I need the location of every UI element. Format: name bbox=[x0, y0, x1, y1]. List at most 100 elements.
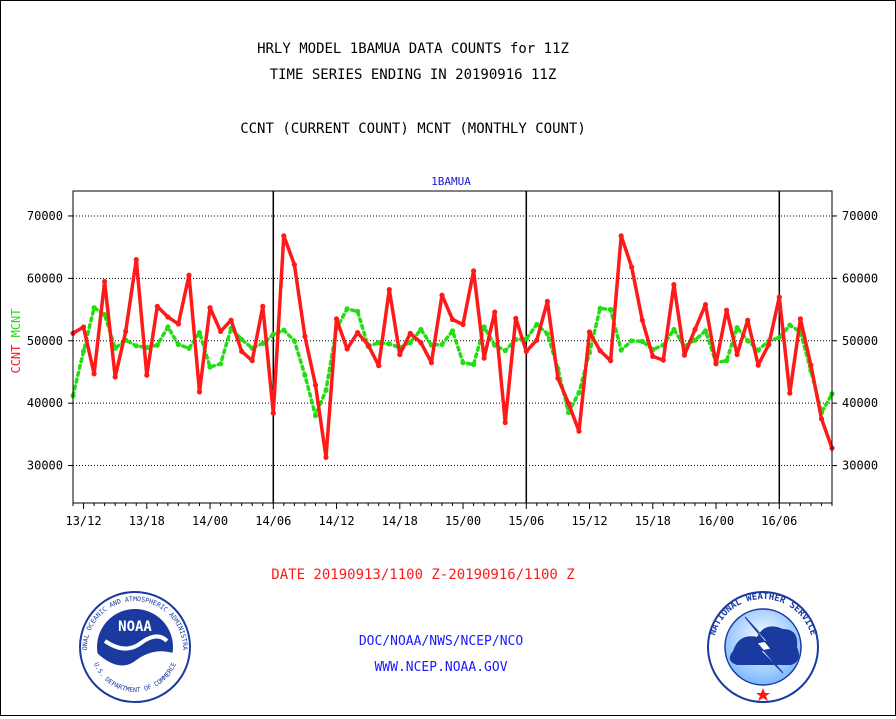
data-point-ccnt bbox=[692, 326, 698, 333]
data-point-ccnt bbox=[808, 362, 814, 368]
data-point-mcnt bbox=[102, 312, 108, 318]
data-point-ccnt bbox=[818, 416, 825, 422]
data-point-mcnt bbox=[239, 336, 245, 343]
data-point-ccnt bbox=[344, 346, 350, 352]
data-point-ccnt bbox=[397, 351, 403, 358]
data-point-mcnt bbox=[186, 345, 192, 351]
data-point-ccnt bbox=[196, 389, 203, 395]
data-point-mcnt bbox=[270, 331, 276, 338]
data-point-ccnt bbox=[671, 282, 677, 288]
x-tick-label: 16/06 bbox=[761, 514, 797, 528]
x-tick-label: 13/18 bbox=[129, 514, 165, 528]
plot-frame bbox=[72, 190, 833, 504]
data-point-ccnt bbox=[618, 233, 624, 239]
data-point-mcnt bbox=[481, 324, 487, 330]
data-point-ccnt bbox=[249, 358, 255, 364]
data-point-mcnt bbox=[544, 331, 551, 337]
y-tick-label-left: 30000 bbox=[27, 459, 63, 473]
data-point-ccnt bbox=[376, 363, 382, 369]
data-point-ccnt bbox=[228, 317, 234, 323]
y-tick-label-right: 40000 bbox=[842, 396, 878, 410]
series-ccnt bbox=[70, 233, 835, 460]
data-point-mcnt bbox=[344, 306, 350, 312]
data-point-ccnt bbox=[555, 375, 561, 381]
data-point-mcnt bbox=[323, 387, 329, 393]
data-point-ccnt bbox=[260, 303, 266, 309]
y-tick-label-left: 60000 bbox=[27, 271, 63, 285]
y-axis-label-ccnt: CCNT bbox=[9, 345, 23, 374]
data-point-ccnt bbox=[755, 362, 761, 368]
footer-org: DOC/NOAA/NWS/NCEP/NCO bbox=[359, 634, 524, 649]
y-tick-labels-left: 30000 40000 50000 60000 70000 bbox=[27, 209, 63, 473]
x-tick-label: 14/06 bbox=[255, 514, 291, 528]
x-tick-label: 16/00 bbox=[698, 514, 734, 528]
y-tick-label-right: 60000 bbox=[842, 271, 878, 285]
x-tick-label: 15/12 bbox=[571, 514, 607, 528]
data-point-mcnt bbox=[260, 340, 266, 346]
data-point-ccnt bbox=[365, 342, 371, 348]
data-point-ccnt bbox=[629, 264, 635, 270]
data-point-ccnt bbox=[123, 328, 129, 334]
data-point-mcnt bbox=[218, 361, 224, 367]
data-point-ccnt bbox=[471, 268, 477, 274]
data-point-mcnt bbox=[460, 360, 466, 366]
data-point-ccnt bbox=[186, 272, 192, 278]
data-point-mcnt bbox=[196, 330, 203, 336]
data-point-ccnt bbox=[702, 302, 709, 308]
x-tick-label: 15/00 bbox=[445, 514, 481, 528]
data-point-mcnt bbox=[639, 338, 645, 344]
grid-layer bbox=[68, 191, 837, 509]
data-point-ccnt bbox=[207, 305, 213, 311]
data-point-mcnt bbox=[724, 358, 730, 364]
chart-subtitle: CCNT (CURRENT COUNT) MCNT (MONTHLY COUNT… bbox=[240, 121, 586, 137]
data-point-mcnt bbox=[281, 327, 287, 333]
data-point-ccnt bbox=[565, 400, 572, 406]
data-point-ccnt bbox=[218, 328, 224, 334]
y-tick-label-left: 40000 bbox=[27, 396, 63, 410]
data-point-ccnt bbox=[281, 233, 287, 239]
data-point-mcnt bbox=[576, 390, 582, 396]
data-point-ccnt bbox=[333, 316, 340, 322]
data-point-mcnt bbox=[523, 336, 529, 342]
y-tick-label-right: 70000 bbox=[842, 209, 878, 223]
data-point-ccnt bbox=[175, 321, 181, 327]
data-point-mcnt bbox=[386, 341, 392, 347]
data-point-ccnt bbox=[492, 309, 498, 315]
series-mcnt bbox=[70, 305, 835, 419]
data-point-ccnt bbox=[481, 355, 487, 361]
data-point-ccnt bbox=[80, 324, 87, 330]
data-point-ccnt bbox=[386, 287, 392, 293]
data-point-ccnt bbox=[165, 314, 171, 320]
data-point-mcnt bbox=[418, 326, 424, 333]
data-point-mcnt bbox=[91, 305, 97, 311]
data-point-ccnt bbox=[787, 390, 793, 396]
x-tick-label: 14/00 bbox=[192, 514, 228, 528]
data-point-ccnt bbox=[650, 353, 656, 359]
data-point-ccnt bbox=[776, 294, 782, 300]
data-point-ccnt bbox=[734, 351, 740, 358]
data-point-mcnt bbox=[291, 338, 297, 344]
data-point-ccnt bbox=[534, 337, 540, 343]
x-tick-label: 14/18 bbox=[382, 514, 418, 528]
series-layer bbox=[70, 233, 835, 460]
nws-logo: NATIONAL WEATHER SERVICE bbox=[707, 591, 819, 703]
data-point-mcnt bbox=[608, 307, 614, 313]
data-point-mcnt bbox=[502, 348, 508, 354]
data-point-ccnt bbox=[502, 419, 508, 426]
data-point-ccnt bbox=[460, 321, 466, 328]
y-tick-labels-right: 30000 40000 50000 60000 70000 bbox=[842, 209, 878, 473]
footer-url: WWW.NCEP.NOAA.GOV bbox=[374, 660, 507, 675]
data-point-ccnt bbox=[766, 341, 772, 348]
x-tick-label: 14/12 bbox=[318, 514, 354, 528]
data-point-ccnt bbox=[576, 428, 582, 434]
x-tick-label: 15/06 bbox=[508, 514, 544, 528]
data-point-mcnt bbox=[207, 364, 213, 370]
y-axis-label: CCNT MCNT bbox=[9, 308, 23, 373]
noaa-ring-top: NATIONAL OCEANIC AND ATMOSPHERIC ADMINIS… bbox=[1, 1, 189, 650]
data-point-mcnt bbox=[355, 308, 361, 314]
data-point-mcnt bbox=[597, 305, 603, 311]
data-point-ccnt bbox=[355, 330, 361, 336]
data-point-mcnt bbox=[671, 326, 677, 333]
data-point-ccnt bbox=[745, 317, 751, 323]
